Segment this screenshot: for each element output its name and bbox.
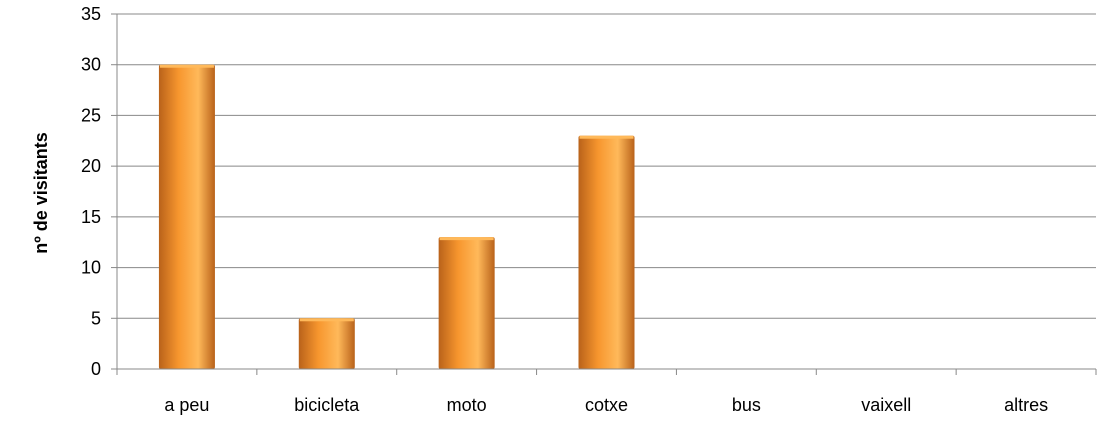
x-tick-label: altres (1004, 395, 1048, 415)
bar-cotxe (578, 135, 635, 369)
axes (116, 14, 1097, 375)
y-tick-label: 20 (81, 156, 101, 176)
bars (158, 64, 635, 369)
y-tick-label: 35 (81, 4, 101, 24)
x-tick-label: bicicleta (294, 395, 360, 415)
y-tick-label: 10 (81, 258, 101, 278)
bar-moto (438, 237, 495, 369)
y-tick-label: 5 (91, 308, 101, 328)
y-tick-label: 30 (81, 55, 101, 75)
y-tick-label: 15 (81, 207, 101, 227)
y-tick-label: 0 (91, 359, 101, 379)
x-tick-label: cotxe (585, 395, 628, 415)
bar-highlight (439, 237, 494, 241)
x-tick-label: moto (447, 395, 487, 415)
bar-highlight (299, 318, 354, 322)
bar-bicicleta (298, 318, 355, 369)
bar-highlight (159, 64, 214, 68)
bar-highlight (579, 135, 634, 139)
bar-a-peu (158, 64, 215, 369)
y-axis-label: nº de visitants (31, 132, 51, 254)
x-tick-label: a peu (164, 395, 209, 415)
y-tick-labels: 0 5 10 15 20 25 30 35 (81, 4, 101, 379)
x-tick-labels: a peu bicicleta moto cotxe bus vaixell altres (164, 395, 1048, 415)
y-tick-label: 25 (81, 105, 101, 125)
x-tick-label: vaixell (861, 395, 911, 415)
x-tick-label: bus (732, 395, 761, 415)
